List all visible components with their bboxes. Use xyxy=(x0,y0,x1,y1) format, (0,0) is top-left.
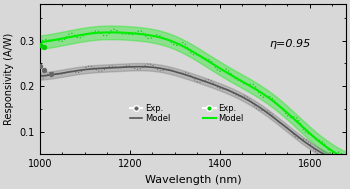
X-axis label: Wavelength (nm): Wavelength (nm) xyxy=(145,175,241,185)
Y-axis label: Responsivity (A/W): Responsivity (A/W) xyxy=(4,33,14,125)
Point xyxy=(343,171,349,174)
Point xyxy=(37,64,43,67)
Point xyxy=(37,44,43,47)
Point xyxy=(48,72,54,75)
Point xyxy=(42,69,47,72)
Point xyxy=(42,46,47,49)
Text: η=0.95: η=0.95 xyxy=(270,40,310,49)
Legend: Exp., Model: Exp., Model xyxy=(203,104,244,123)
Point xyxy=(343,167,349,170)
